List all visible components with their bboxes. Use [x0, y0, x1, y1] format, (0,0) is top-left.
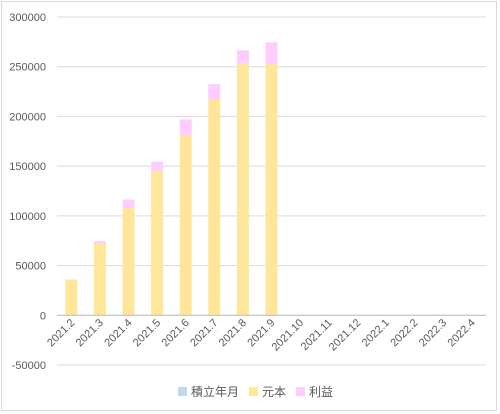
- legend-swatch: [296, 387, 306, 396]
- x-axis-ticks: 2021.22021.32021.42021.52021.62021.72021…: [45, 317, 478, 354]
- x-tick-label: 2022.4: [446, 317, 478, 349]
- y-axis-ticks: 300000 250000 200000 150000 100000 50000 0 -500…: [9, 12, 46, 372]
- y-tick-label: 0: [40, 310, 46, 322]
- x-tick-label: 2022.2: [388, 317, 420, 349]
- x-tick-label: 2022.1: [360, 317, 392, 349]
- y-tick-label: 250000: [9, 62, 46, 74]
- legend-swatch: [249, 387, 259, 396]
- x-tick-label: 2022.3: [417, 317, 449, 349]
- x-tick-label: 2021.12: [327, 317, 364, 354]
- bar-segment: [122, 207, 135, 316]
- x-tick-label: 2021.3: [74, 317, 106, 349]
- y-tick-label: 200000: [9, 111, 46, 123]
- bar-segment: [179, 119, 192, 136]
- bar-segment: [236, 63, 249, 316]
- bar-segment: [179, 135, 192, 316]
- y-tick-label: 300000: [9, 12, 46, 24]
- bar-segment: [265, 42, 278, 64]
- y-tick-label: 150000: [9, 161, 46, 173]
- y-tick-label: -50000: [12, 360, 46, 372]
- y-tick-label: 50000: [15, 261, 46, 273]
- bar-segment: [122, 199, 135, 208]
- bar-segment: [265, 63, 278, 316]
- bar-segment: [65, 279, 78, 316]
- y-tick-label: 100000: [9, 211, 46, 223]
- x-tick-label: 2021.6: [160, 317, 192, 349]
- bar-segment: [93, 243, 106, 316]
- x-tick-label: 2021.8: [217, 317, 249, 349]
- bar-segment: [236, 50, 249, 64]
- x-tick-label: 2021.4: [102, 317, 134, 349]
- x-tick-label: 2021.2: [45, 317, 77, 349]
- bars: [65, 42, 278, 316]
- x-tick-label: 2021.7: [188, 317, 220, 349]
- legend-label: 積立年月: [191, 384, 239, 399]
- bar-segment: [151, 161, 164, 172]
- legend-label: 利益: [309, 385, 333, 399]
- bar-segment: [208, 84, 221, 100]
- x-tick-label: 2021.10: [270, 317, 307, 354]
- legend: 積立年月 元本 利益: [178, 384, 333, 399]
- x-tick-label: 2021.5: [131, 317, 163, 349]
- bar-segment: [93, 241, 106, 244]
- legend-swatch: [178, 387, 187, 396]
- bar-segment: [151, 171, 164, 316]
- legend-label: 元本: [262, 385, 286, 399]
- bar-segment: [208, 99, 221, 316]
